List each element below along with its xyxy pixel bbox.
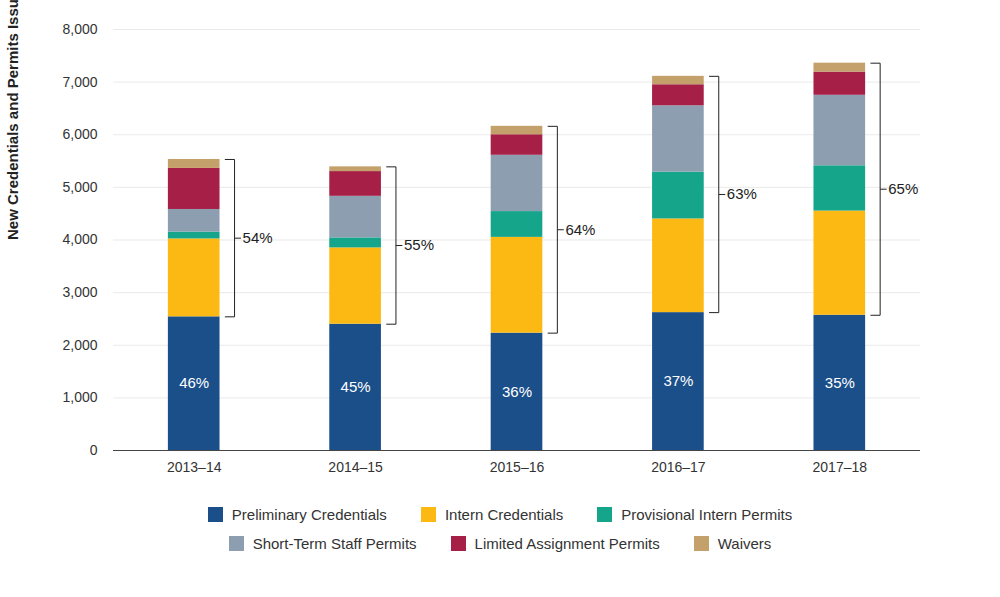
svg-text:54%: 54% — [243, 229, 273, 246]
svg-text:2014–15: 2014–15 — [328, 459, 383, 475]
html-text:Provisional Intern Permits: Provisional Intern Permits — [621, 506, 793, 523]
svg-text:2017–18: 2017–18 — [813, 459, 868, 475]
html-text:Limited Assignment Permits: Limited Assignment Permits — [474, 535, 660, 552]
svg-text:5,000: 5,000 — [62, 179, 97, 195]
svg-text:New Credentials and Permits Is: New Credentials and Permits Issued — [4, 0, 21, 240]
svg-text:2016–17: 2016–17 — [651, 459, 706, 475]
svg-text:36%: 36% — [502, 383, 532, 400]
svg-text:2,000: 2,000 — [62, 337, 97, 353]
svg-text:3,000: 3,000 — [62, 284, 97, 300]
svg-text:7,000: 7,000 — [62, 74, 97, 90]
svg-text:6,000: 6,000 — [62, 126, 97, 142]
svg-text:35%: 35% — [825, 374, 855, 391]
svg-text:63%: 63% — [727, 185, 757, 202]
svg-text:1,000: 1,000 — [62, 389, 97, 405]
svg-text:46%: 46% — [179, 374, 209, 391]
html-text:Waivers: Waivers — [717, 535, 772, 552]
svg-text:4,000: 4,000 — [62, 231, 97, 247]
svg-text:65%: 65% — [888, 180, 918, 197]
svg-text:8,000: 8,000 — [62, 21, 97, 37]
html-text:Preliminary Credentials: Preliminary Credentials — [231, 506, 387, 523]
svg-text:0: 0 — [90, 442, 98, 458]
html-text:Short-Term Staff Permits: Short-Term Staff Permits — [252, 535, 417, 552]
svg-text:2013–14: 2013–14 — [167, 459, 222, 475]
svg-text:55%: 55% — [404, 236, 434, 253]
svg-text:37%: 37% — [663, 372, 693, 389]
svg-text:64%: 64% — [565, 221, 595, 238]
svg-text:2015–16: 2015–16 — [490, 459, 545, 475]
svg-text:45%: 45% — [341, 378, 371, 395]
html-text:Intern Credentials: Intern Credentials — [444, 506, 564, 523]
